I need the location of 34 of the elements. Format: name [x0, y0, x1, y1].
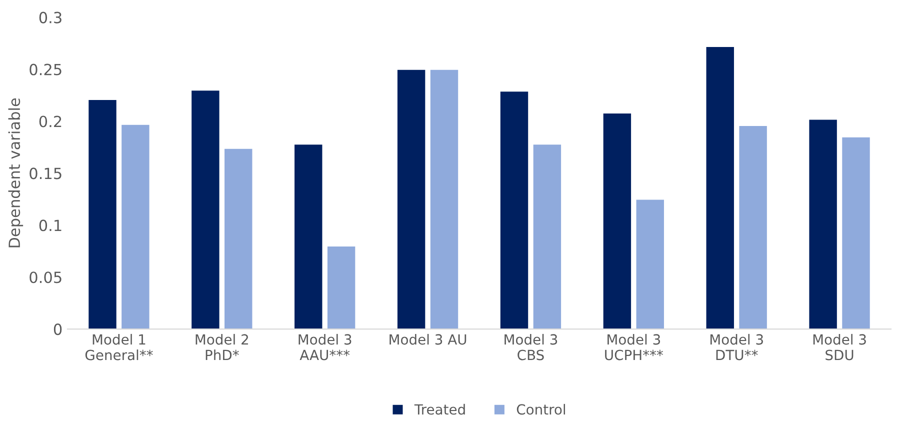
bar [738, 124, 768, 330]
y-tick-label: 0.2 [39, 116, 62, 128]
y-tick-label: 0.1 [39, 220, 62, 232]
bar [223, 148, 254, 330]
y-axis-title: Dependent variable [8, 98, 24, 248]
legend-label: Control [516, 404, 566, 415]
bar [808, 118, 838, 330]
y-tick-label: 0 [54, 324, 62, 336]
legend-label: Treated [414, 404, 465, 415]
bar [293, 144, 324, 330]
bar [396, 68, 426, 330]
x-tick-label: Model 3 UCPH*** [605, 334, 663, 360]
x-tick-label: Model 3 DTU** [710, 334, 763, 360]
x-tick-label: Model 1 General** [85, 334, 153, 360]
bar [841, 136, 871, 330]
y-tick-label: 0.05 [30, 272, 62, 284]
bar [602, 112, 632, 330]
bar [635, 198, 666, 330]
bar [190, 90, 220, 330]
x-tick-label: Model 3 AAU*** [298, 334, 352, 360]
x-tick-label: Model 3 CBS [504, 334, 558, 360]
bar [705, 46, 736, 330]
x-tick-label: Model 3 SDU [813, 334, 866, 360]
x-tick-label: Model 3 AU [390, 334, 466, 345]
bar [88, 98, 118, 330]
bar [499, 90, 530, 330]
y-tick-label: 0.25 [30, 64, 62, 76]
y-tick-label: 0.15 [30, 168, 62, 180]
bar [532, 144, 562, 330]
x-tick-label: Model 2 PhD* [196, 334, 248, 360]
y-tick-label: 0.3 [39, 12, 62, 24]
bar [120, 124, 150, 330]
bar [326, 245, 356, 330]
bar [429, 68, 460, 330]
